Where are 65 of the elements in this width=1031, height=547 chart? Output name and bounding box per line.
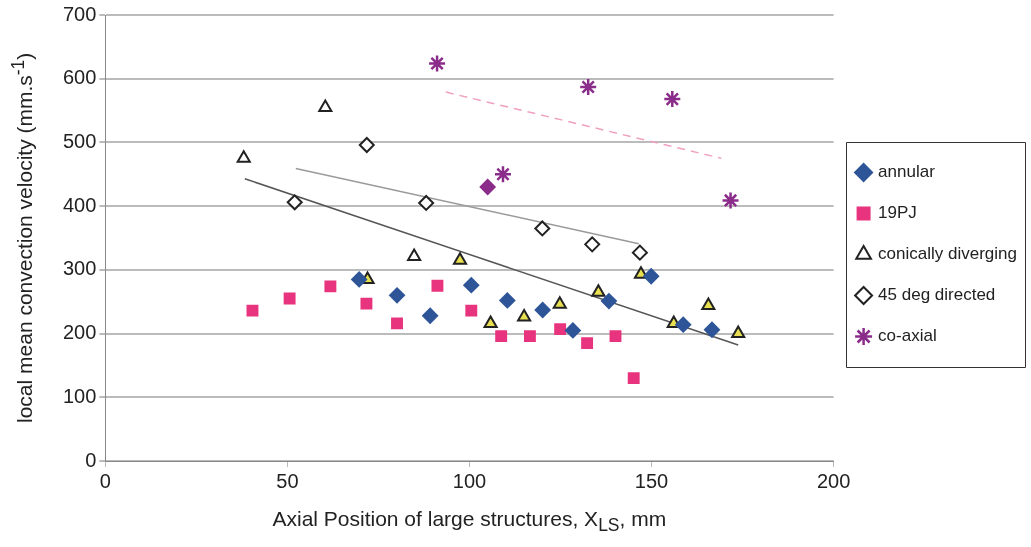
- point: [286, 194, 303, 211]
- point: [324, 280, 337, 293]
- point: [431, 279, 444, 292]
- point: [564, 322, 581, 339]
- point: [418, 194, 435, 211]
- point: [534, 220, 551, 237]
- point: [663, 89, 682, 109]
- point: [493, 165, 513, 184]
- legend-label: 45 deg directed: [878, 285, 996, 305]
- point: [389, 287, 406, 304]
- y-tick-label: 300: [62, 257, 97, 280]
- point: [495, 330, 508, 343]
- point: [701, 297, 716, 311]
- point: [517, 309, 532, 322]
- point: [463, 277, 480, 294]
- y-tick-label: 0: [85, 448, 97, 471]
- point: [552, 296, 567, 309]
- point: [584, 236, 601, 253]
- point: [721, 191, 740, 210]
- point: [427, 54, 447, 73]
- point: [591, 284, 606, 297]
- point: [523, 330, 536, 343]
- point: [675, 316, 692, 333]
- point: [703, 321, 720, 338]
- point: [318, 99, 333, 112]
- point: [499, 292, 516, 309]
- x-tick-label: 100: [452, 469, 487, 492]
- legend-label: 19PJ: [878, 203, 917, 223]
- point: [422, 307, 439, 324]
- x-tick-label: 150: [634, 469, 669, 492]
- point: [609, 330, 622, 343]
- point: [407, 248, 422, 261]
- point: [627, 372, 640, 385]
- point: [465, 304, 478, 317]
- point: [246, 304, 259, 317]
- y-tick-label: 100: [62, 384, 97, 407]
- y-tick-label: 700: [62, 2, 97, 25]
- point: [731, 325, 746, 339]
- point: [578, 77, 598, 97]
- point: [479, 179, 496, 196]
- point: [236, 150, 251, 163]
- legend-label: annular: [878, 162, 936, 182]
- point: [631, 244, 648, 261]
- legend-label: co-axial: [878, 326, 937, 346]
- y-tick-label: 500: [62, 129, 97, 152]
- x-tick-label: 0: [99, 469, 111, 492]
- y-tick-label: 400: [62, 193, 97, 216]
- point: [283, 292, 296, 305]
- point: [360, 297, 373, 310]
- point: [358, 136, 375, 153]
- point: [452, 252, 468, 265]
- y-tick-label: 200: [62, 321, 97, 344]
- point: [483, 315, 498, 328]
- point: [534, 302, 551, 318]
- x-tick-label: 200: [816, 469, 851, 492]
- point: [600, 293, 617, 310]
- point: [643, 268, 660, 285]
- point: [351, 271, 368, 288]
- x-tick-label: 50: [276, 469, 299, 492]
- y-tick-label: 600: [62, 66, 97, 89]
- legend-label: conically diverging: [878, 244, 1017, 264]
- x-axis-title: Axial Position of large structures, X$_{LS}$, mm: [272, 507, 667, 537]
- point: [581, 337, 594, 350]
- point: [554, 323, 567, 336]
- point: [391, 317, 403, 330]
